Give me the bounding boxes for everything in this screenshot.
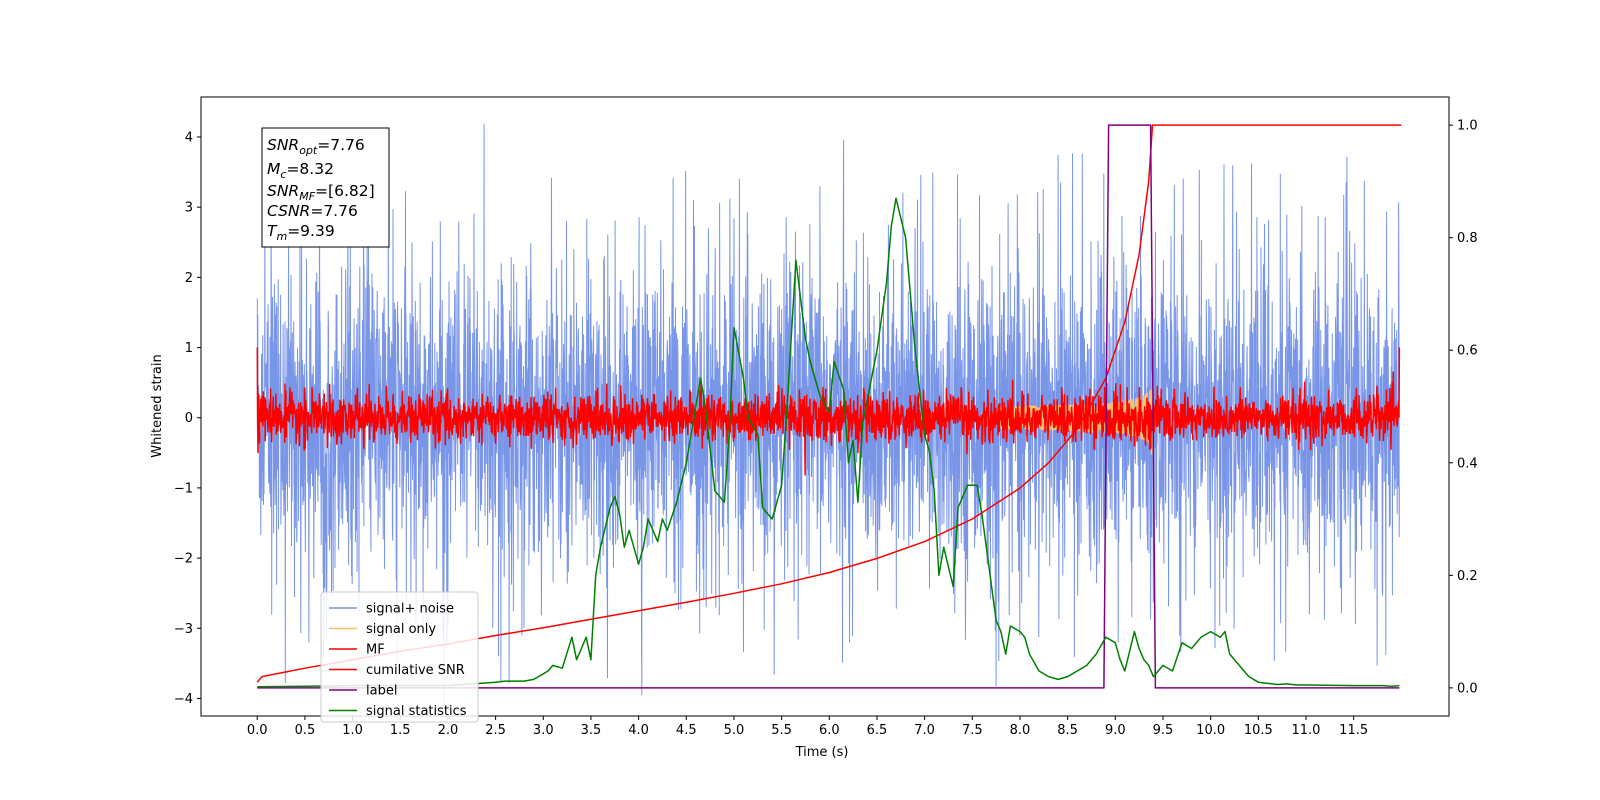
y-tick-label-left: −1 xyxy=(174,481,193,496)
x-tick-label: 11.5 xyxy=(1339,723,1368,738)
y-tick-label-left: 1 xyxy=(185,341,193,356)
y-tick-label-left: −4 xyxy=(174,692,193,707)
x-axis: 0.0 0.5 1.0 1.5 2.0 2.5 3.0 3.5 4.0 4.5 5.0 5.5 6.0 6… xyxy=(247,716,1368,738)
y-tick-label-right: 0.4 xyxy=(1457,456,1478,471)
x-tick-label: 3.0 xyxy=(533,723,554,738)
series-label xyxy=(257,124,1400,689)
info-mc: Mc=8.32 xyxy=(267,160,334,181)
info-box: SNRopt=7.76 Mc=8.32 SNRMF=[6.82] CSNR=7.… xyxy=(261,127,390,248)
legend-label: signal statistics xyxy=(366,704,467,719)
y-tick-label-right: 0.6 xyxy=(1457,344,1478,359)
y-tick-label-left: 4 xyxy=(185,131,193,146)
x-tick-label: 2.0 xyxy=(438,723,459,738)
x-tick-label: 3.5 xyxy=(581,723,602,738)
y-tick-label-left: 3 xyxy=(185,201,193,216)
info-tm: Tm=9.39 xyxy=(267,222,335,243)
x-tick-label: 4.0 xyxy=(628,723,649,738)
x-tick-label: 10.0 xyxy=(1196,723,1225,738)
legend-label: MF xyxy=(366,643,385,658)
y-tick-label-right: 1.0 xyxy=(1457,119,1478,134)
plot-frame xyxy=(200,96,1450,717)
y-tick-label-left: −3 xyxy=(174,622,193,637)
series-signal-statistics xyxy=(257,197,1400,688)
x-tick-label: 1.5 xyxy=(390,723,411,738)
x-axis-label: Time (s) xyxy=(795,745,849,760)
y-tick-label-left: 2 xyxy=(185,271,193,286)
x-tick-label: 6.0 xyxy=(819,723,840,738)
y-axis-label-left: Whitened strain xyxy=(150,354,165,457)
info-box-frame xyxy=(261,127,390,248)
legend-frame xyxy=(320,591,479,723)
y-tick-label-left: 0 xyxy=(185,411,193,426)
y-tick-label-left: −2 xyxy=(174,552,193,567)
y-tick-label-right: 0.8 xyxy=(1457,231,1478,246)
legend: signal+ noise signal only MF cumilative SNR… xyxy=(320,591,479,723)
series-signal-noise xyxy=(256,123,1400,715)
info-csnr: CSNR=7.76 xyxy=(267,202,358,220)
x-tick-label: 0.5 xyxy=(295,723,316,738)
legend-label: cumilative SNR xyxy=(366,663,465,678)
legend-label: label xyxy=(366,684,397,699)
y-axis-left: −4 −3 −2 −1 0 1 2 3 4 xyxy=(174,131,201,707)
x-tick-label: 7.0 xyxy=(914,723,935,738)
y-tick-label-right: 0.0 xyxy=(1457,681,1478,696)
x-tick-label: 4.5 xyxy=(676,723,697,738)
x-tick-label: 7.5 xyxy=(962,723,983,738)
legend-label: signal only xyxy=(366,622,436,637)
x-tick-label: 5.0 xyxy=(724,723,745,738)
x-tick-label: 6.5 xyxy=(867,723,888,738)
info-snr-mf: SNRMF=[6.82] xyxy=(267,182,375,203)
x-tick-label: 11.0 xyxy=(1292,723,1321,738)
x-tick-label: 8.0 xyxy=(1010,723,1031,738)
y-axis-right: 0.0 0.2 0.4 0.6 0.8 1.0 xyxy=(1449,119,1478,696)
x-tick-label: 10.5 xyxy=(1244,723,1273,738)
x-tick-label: 0.0 xyxy=(247,723,268,738)
series-mf xyxy=(256,347,1401,476)
x-tick-label: 1.0 xyxy=(342,723,363,738)
legend-label: signal+ noise xyxy=(366,602,454,617)
x-tick-label: 5.5 xyxy=(771,723,792,738)
x-tick-label: 9.5 xyxy=(1153,723,1174,738)
x-tick-label: 9.0 xyxy=(1105,723,1126,738)
info-snr-opt: SNRopt=7.76 xyxy=(267,136,365,157)
y-tick-label-right: 0.2 xyxy=(1457,569,1478,584)
x-tick-label: 8.5 xyxy=(1057,723,1078,738)
x-tick-label: 2.5 xyxy=(485,723,506,738)
